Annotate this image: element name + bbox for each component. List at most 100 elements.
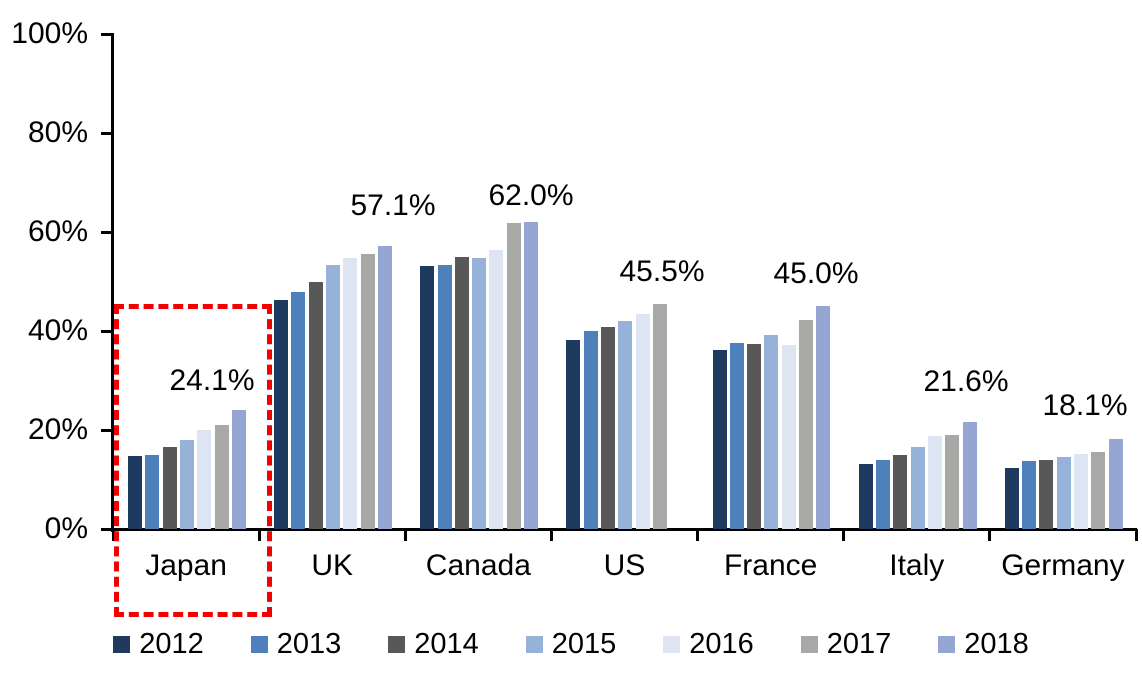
bar-us-2016 bbox=[635, 313, 650, 529]
legend-label: 2014 bbox=[414, 628, 479, 660]
x-tick bbox=[403, 529, 407, 541]
bar-uk-2012 bbox=[274, 300, 289, 529]
x-tick bbox=[111, 529, 115, 541]
y-tick bbox=[101, 428, 112, 432]
bar-france-2015 bbox=[764, 335, 779, 529]
bar-japan-2017 bbox=[214, 424, 229, 529]
bar-us-2012 bbox=[566, 340, 581, 529]
x-tick bbox=[549, 529, 553, 541]
bar-germany-2015 bbox=[1056, 457, 1071, 529]
x-tick bbox=[842, 529, 846, 541]
y-tick-label: 100% bbox=[11, 16, 88, 50]
bar-germany-2013 bbox=[1022, 461, 1037, 529]
bar-japan-2013 bbox=[145, 454, 160, 529]
bar-germany-2014 bbox=[1039, 459, 1054, 529]
bar-uk-2017 bbox=[360, 253, 375, 529]
y-tick-label: 80% bbox=[27, 115, 88, 149]
value-label-us: 45.5% bbox=[619, 255, 705, 288]
x-category-label: France bbox=[723, 549, 818, 582]
x-tick bbox=[988, 529, 992, 541]
legend-label: 2018 bbox=[964, 628, 1029, 660]
bar-japan-2012 bbox=[128, 455, 142, 529]
y-tick bbox=[101, 131, 112, 135]
legend-swatch-2018 bbox=[938, 636, 956, 653]
bar-france-2016 bbox=[781, 344, 796, 529]
bar-canada-2013 bbox=[437, 264, 452, 529]
legend-item-2016: 2016 bbox=[663, 630, 754, 659]
y-tick bbox=[101, 528, 112, 531]
bar-us-2017 bbox=[652, 303, 667, 529]
legend-item-2018: 2018 bbox=[938, 630, 1029, 659]
bar-france-2012 bbox=[712, 349, 727, 529]
bar-canada-2016 bbox=[489, 250, 504, 529]
x-category-label: Japan bbox=[145, 549, 227, 582]
bar-us-2013 bbox=[583, 330, 598, 529]
bar-uk-2013 bbox=[291, 292, 306, 529]
x-category-label: Italy bbox=[889, 549, 945, 582]
legend-item-2015: 2015 bbox=[525, 628, 617, 660]
bar-japan-2014 bbox=[162, 446, 177, 529]
legend-label: 2016 bbox=[689, 628, 754, 660]
bar-uk-2016 bbox=[343, 258, 358, 529]
y-axis-line bbox=[111, 33, 114, 532]
chart-legend: 2012 2013 2014 2015 2016 2017 2018 bbox=[0, 630, 1142, 659]
bar-germany-2017 bbox=[1091, 451, 1106, 529]
bar-japan-2018 bbox=[231, 409, 246, 529]
bar-germany-2016 bbox=[1074, 454, 1089, 529]
bar-italy-2017 bbox=[945, 435, 960, 529]
x-axis-line bbox=[111, 528, 1137, 531]
bar-italy-2015 bbox=[910, 446, 925, 529]
x-tick bbox=[1134, 529, 1138, 541]
bar-italy-2014 bbox=[893, 454, 908, 529]
legend-swatch-2016 bbox=[663, 636, 681, 653]
bar-germany-2012 bbox=[1004, 467, 1019, 529]
legend-swatch-2017 bbox=[800, 636, 818, 653]
bar-france-2017 bbox=[799, 319, 814, 529]
legend-item-2014: 2014 bbox=[388, 630, 479, 659]
legend-label: 2013 bbox=[276, 628, 342, 660]
bar-germany-2018 bbox=[1108, 439, 1123, 529]
x-tick bbox=[257, 529, 261, 541]
y-tick bbox=[101, 329, 112, 333]
bar-canada-2018 bbox=[524, 221, 539, 529]
legend-label: 2017 bbox=[826, 628, 892, 660]
y-tick-label: 20% bbox=[27, 412, 88, 446]
bar-canada-2017 bbox=[506, 223, 521, 529]
bar-japan-2016 bbox=[197, 429, 212, 529]
y-tick bbox=[101, 32, 112, 36]
bar-italy-2018 bbox=[962, 421, 977, 529]
bar-france-2013 bbox=[729, 343, 744, 529]
bar-us-2015 bbox=[618, 320, 633, 529]
y-tick-label: 60% bbox=[27, 214, 88, 248]
legend-swatch-2015 bbox=[525, 636, 543, 653]
bar-japan-2015 bbox=[179, 439, 194, 529]
bar-france-2018 bbox=[816, 306, 831, 529]
y-tick-label: 40% bbox=[27, 313, 88, 347]
x-category-label: US bbox=[603, 549, 646, 582]
value-label-uk: 57.1% bbox=[350, 189, 436, 222]
bar-uk-2018 bbox=[377, 246, 392, 529]
bar-canada-2014 bbox=[454, 257, 469, 529]
x-tick bbox=[696, 529, 700, 541]
legend-item-2012: 2012 bbox=[113, 630, 204, 659]
value-label-germany: 18.1% bbox=[1042, 389, 1128, 422]
value-label-canada: 62.0% bbox=[488, 179, 574, 212]
bar-uk-2015 bbox=[326, 265, 341, 529]
x-category-label: Germany bbox=[1001, 549, 1125, 582]
x-category-label: Canada bbox=[425, 549, 531, 582]
legend-item-2017: 2017 bbox=[800, 628, 892, 660]
legend-swatch-2012 bbox=[113, 636, 131, 653]
bar-italy-2012 bbox=[858, 464, 873, 529]
bar-uk-2014 bbox=[308, 282, 323, 529]
value-label-france: 45.0% bbox=[773, 257, 859, 290]
y-tick-label: 0% bbox=[44, 512, 88, 545]
y-tick bbox=[101, 230, 112, 234]
bar-us-2014 bbox=[601, 326, 616, 529]
legend-label: 2015 bbox=[551, 628, 617, 660]
legend-swatch-2013 bbox=[250, 636, 268, 653]
bar-france-2014 bbox=[747, 343, 762, 529]
x-category-label: UK bbox=[311, 549, 354, 582]
legend-item-2013: 2013 bbox=[250, 628, 342, 660]
legend-swatch-2014 bbox=[388, 636, 406, 653]
